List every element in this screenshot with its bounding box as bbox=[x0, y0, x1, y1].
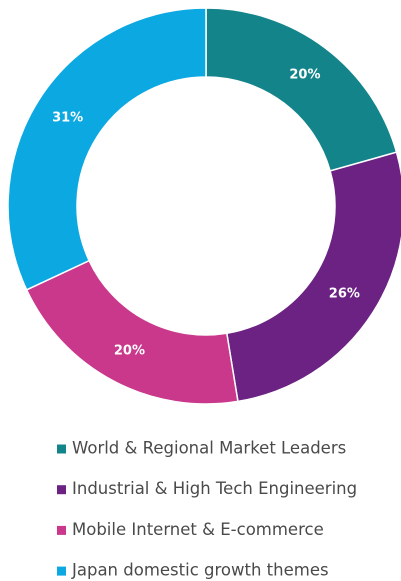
slice bbox=[25, 259, 239, 405]
legend-label: World & Regional Market Leaders bbox=[72, 439, 346, 458]
legend-label: Japan domestic growth themes bbox=[71, 561, 329, 580]
value-label: 20% bbox=[114, 344, 145, 359]
value-label: 26% bbox=[329, 287, 360, 302]
slice bbox=[7, 7, 207, 291]
slice bbox=[225, 151, 401, 403]
legend-label: Mobile Internet & E-commerce bbox=[72, 520, 324, 539]
value-label: 20% bbox=[289, 68, 320, 83]
legend-label: Industrial & High Tech Engineering bbox=[72, 479, 357, 498]
legend-marker bbox=[57, 566, 66, 576]
legend-marker bbox=[57, 485, 66, 495]
legend-marker bbox=[57, 444, 66, 454]
legend-marker bbox=[57, 525, 66, 535]
slice bbox=[205, 7, 398, 172]
value-label: 31% bbox=[52, 110, 83, 125]
